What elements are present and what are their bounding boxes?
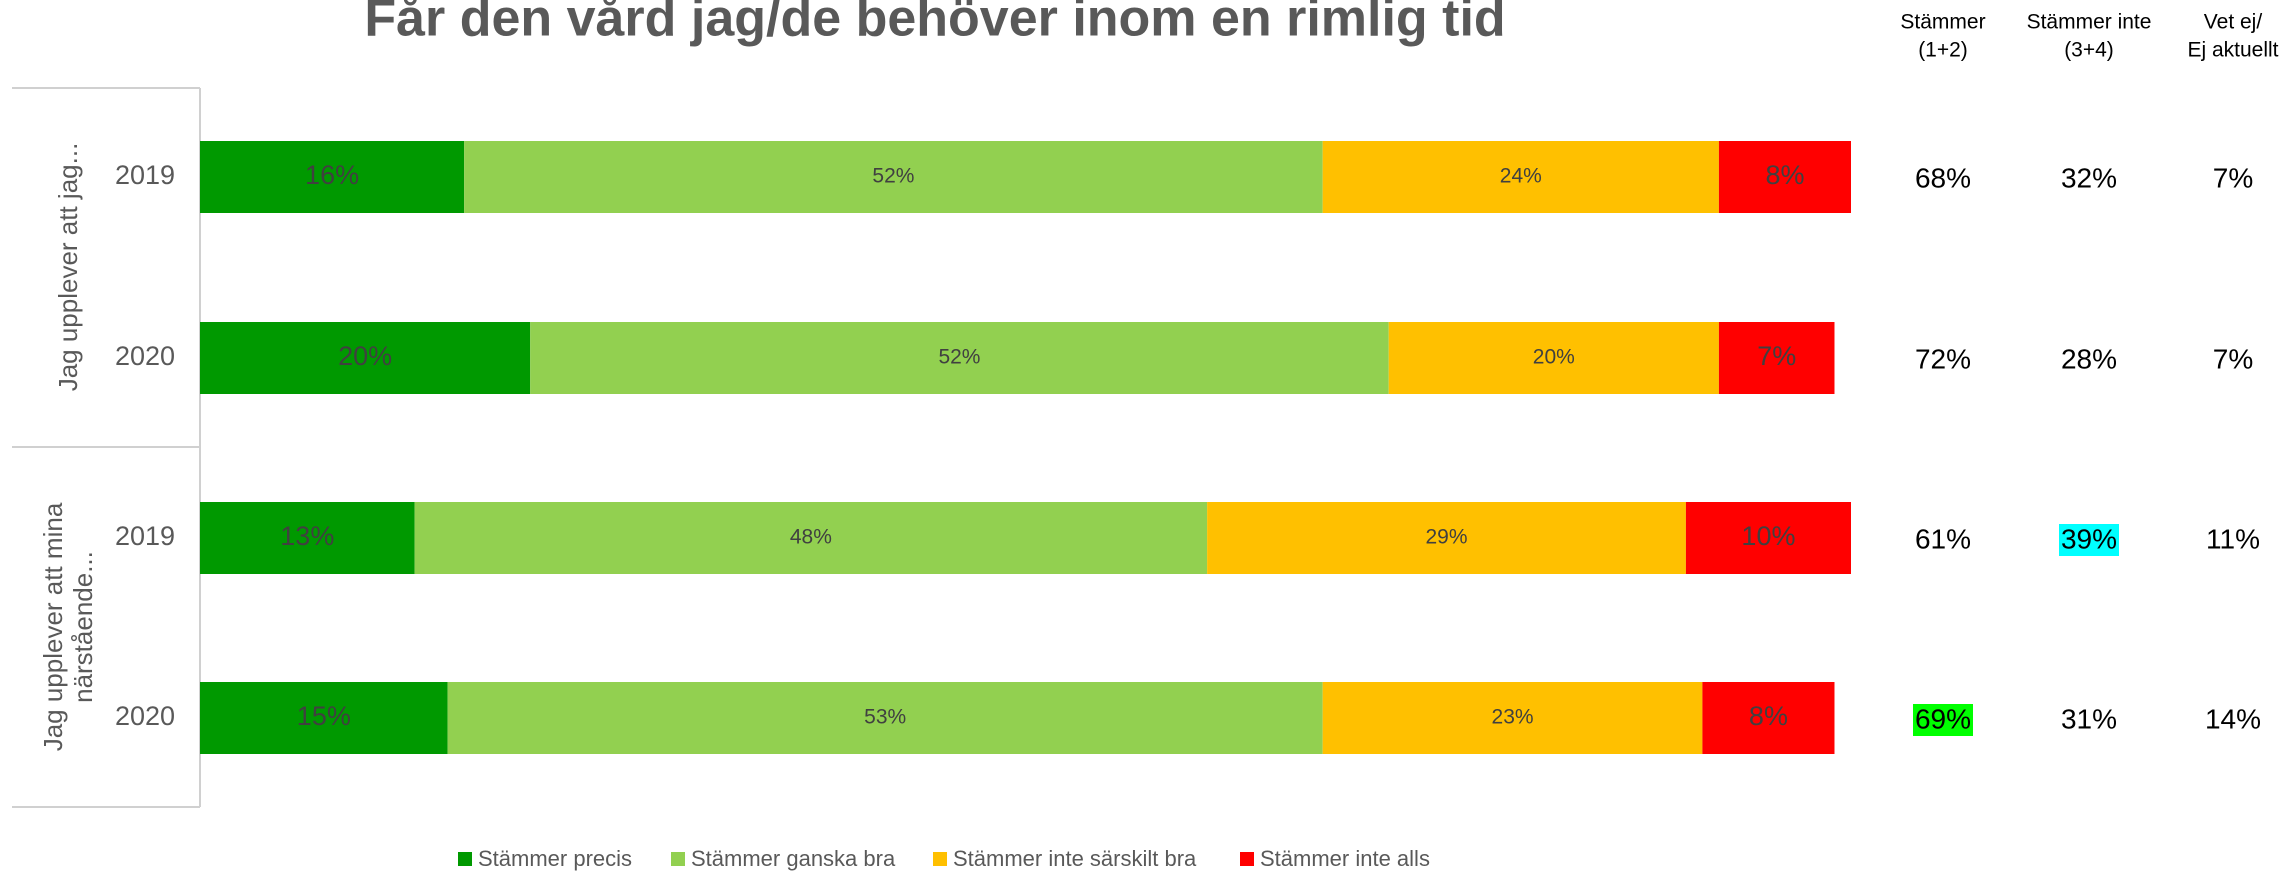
bar-segment <box>1685 502 1851 574</box>
summary-cell: 39% <box>2061 523 2117 554</box>
legend-label: Stämmer inte alls <box>1260 846 1430 871</box>
data-label: 13% <box>280 521 334 551</box>
bar-segment <box>464 141 1323 213</box>
data-label: 24% <box>1500 165 1542 188</box>
bar-segment <box>1207 502 1686 574</box>
legend-swatch <box>671 852 685 866</box>
group-label-line: närstående... <box>68 551 98 703</box>
data-label: 10% <box>1741 521 1795 551</box>
y-tick-label: 2020 <box>115 341 175 371</box>
bar-segment <box>1322 141 1719 213</box>
group-label-line: Jag upplever att mina <box>38 502 68 751</box>
data-label: 52% <box>938 346 980 369</box>
legend-label: Stämmer inte särskilt bra <box>953 846 1197 871</box>
summary-cell: 61% <box>1915 523 1971 554</box>
bar-segment <box>200 682 448 754</box>
bar-segment <box>1702 682 1835 754</box>
bar-segment <box>200 322 531 394</box>
bar-segment <box>200 502 415 574</box>
summary-cell: 28% <box>2061 343 2117 374</box>
data-label: 8% <box>1749 701 1788 731</box>
data-label: 23% <box>1492 706 1534 729</box>
data-label: 29% <box>1425 526 1467 549</box>
data-label: 7% <box>1757 341 1796 371</box>
bar-segment <box>530 322 1389 394</box>
group-label-line: Jag upplever att jag... <box>53 143 83 392</box>
bar-segment <box>1388 322 1719 394</box>
chart-title: Får den vård jag/de behöver inom en riml… <box>364 0 1505 48</box>
data-label: 16% <box>305 160 359 190</box>
y-tick-label: 2019 <box>115 521 175 551</box>
summary-cell: 69% <box>1915 703 1971 734</box>
column-header: Stämmer <box>1900 11 1985 34</box>
data-label: 20% <box>1533 346 1575 369</box>
y-tick-label: 2020 <box>115 701 175 731</box>
summary-cell: 68% <box>1915 162 1971 193</box>
summary-cell: 7% <box>2213 343 2253 374</box>
summary-cell: 7% <box>2213 162 2253 193</box>
column-header: Vet ej/ <box>2204 11 2263 34</box>
summary-cell: 14% <box>2205 703 2261 734</box>
legend-label: Stämmer precis <box>478 846 632 871</box>
data-label: 15% <box>297 701 351 731</box>
data-label: 8% <box>1765 160 1804 190</box>
column-header: Ej aktuellt <box>2187 39 2278 62</box>
summary-cell: 72% <box>1915 343 1971 374</box>
legend-swatch <box>458 852 472 866</box>
summary-cell: 32% <box>2061 162 2117 193</box>
column-header: (1+2) <box>1918 39 1968 62</box>
legend-swatch <box>1240 852 1254 866</box>
data-label: 53% <box>864 706 906 729</box>
legend-label: Stämmer ganska bra <box>691 846 896 871</box>
bar-segment <box>1718 141 1851 213</box>
y-tick-label: 2019 <box>115 160 175 190</box>
cell-highlight <box>1913 704 1973 736</box>
bar-segment <box>414 502 1208 574</box>
data-label: 48% <box>790 526 832 549</box>
bar-segment <box>1322 682 1703 754</box>
bar-segment <box>200 141 465 213</box>
summary-cell: 31% <box>2061 703 2117 734</box>
column-header: Stämmer inte <box>2027 11 2152 34</box>
data-label: 52% <box>872 165 914 188</box>
bar-segment <box>447 682 1323 754</box>
column-header: (3+4) <box>2064 39 2114 62</box>
group-label: Jag upplever att minanärstående... <box>38 502 98 751</box>
group-label: Jag upplever att jag... <box>53 143 83 392</box>
bar-segment <box>1718 322 1835 394</box>
data-label: 20% <box>338 341 392 371</box>
cell-highlight <box>2059 524 2119 556</box>
legend-swatch <box>933 852 947 866</box>
summary-cell: 11% <box>2206 523 2260 554</box>
